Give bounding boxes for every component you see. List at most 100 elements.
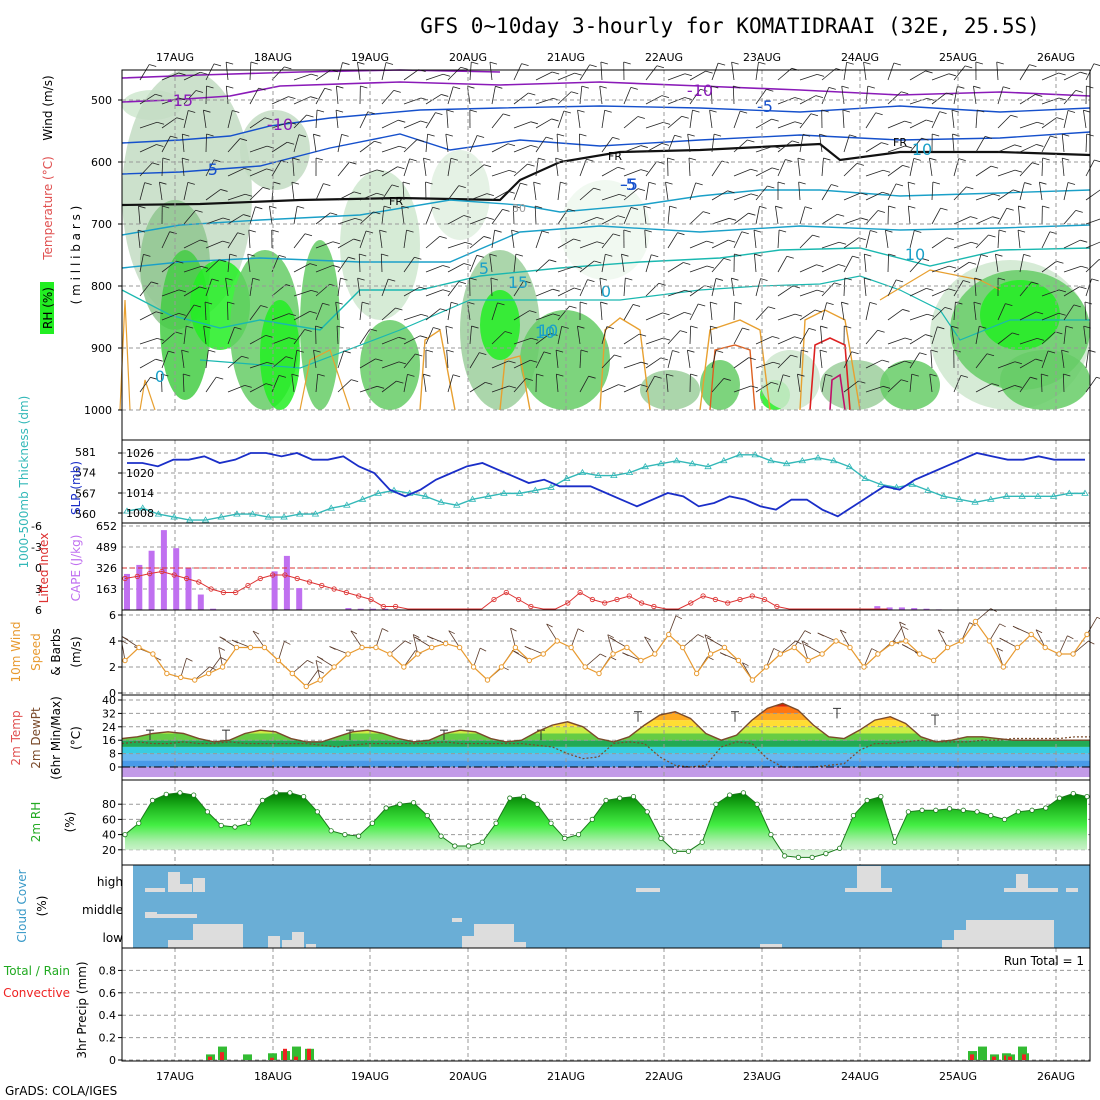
li-point — [356, 593, 362, 599]
contour-label: -5 — [202, 160, 218, 179]
wind-barb-flag — [330, 212, 338, 216]
thickness-point — [971, 498, 979, 505]
wind-barb — [755, 167, 773, 177]
wind-barb-flag — [298, 134, 307, 138]
wind-barb — [777, 121, 796, 129]
wind10m-barb-flag — [1012, 625, 1020, 630]
wind-barb-flag — [914, 230, 922, 233]
wind-barb-flag — [507, 190, 515, 194]
wind10m-barb-flag — [817, 632, 824, 637]
wind10m-barb-flag — [1067, 635, 1074, 640]
cloud-box — [306, 944, 316, 948]
wind10m-barb — [989, 623, 1001, 642]
wind-barb-flag — [816, 289, 825, 293]
wind-barb — [535, 230, 543, 249]
wind-barb — [403, 353, 416, 369]
wind-barb-flag — [313, 349, 321, 353]
wind-barb-flag — [168, 350, 176, 354]
wind-barb — [951, 110, 955, 129]
wind-barb — [403, 120, 421, 129]
wind-barb-flag — [550, 332, 558, 336]
wind-barb — [469, 352, 480, 369]
rh-axis-label: RH (%) — [41, 287, 55, 329]
wind-barb — [799, 289, 818, 297]
wind-barb — [446, 110, 449, 129]
rh-point — [204, 809, 211, 815]
rh-point — [397, 801, 403, 807]
wind-barb — [863, 254, 867, 273]
wind10m-barb-flag — [329, 646, 336, 650]
rh-point — [493, 820, 499, 826]
wind-barb — [819, 134, 823, 153]
wind-barb-flag — [458, 281, 466, 285]
wind-barb-flag — [867, 85, 875, 89]
wind-barb-flag — [535, 205, 543, 209]
wind-barb — [249, 168, 267, 177]
wind-barb-flag — [802, 133, 811, 137]
wind-barb-flag — [599, 85, 607, 89]
rh-blob — [260, 300, 300, 410]
pressure-grid — [122, 70, 1090, 411]
wind-barb-flag — [973, 85, 981, 89]
wind-barb — [403, 374, 408, 393]
wind-barb-flag — [630, 207, 639, 210]
wind-barb — [1041, 135, 1051, 153]
wind-point — [610, 651, 616, 657]
wind-barb — [271, 160, 282, 177]
temp-band — [122, 753, 1090, 761]
wind-barb-flag — [508, 169, 517, 173]
wind-barb-flag — [921, 258, 930, 261]
wind-barb — [359, 358, 376, 369]
wind-barb — [579, 241, 598, 249]
wind-barb — [975, 234, 989, 249]
wind-barb — [161, 350, 169, 369]
wind-barb-flag — [587, 279, 595, 283]
temp-band — [122, 733, 1090, 741]
wind-barb — [997, 144, 1015, 153]
wind-barb — [293, 73, 312, 81]
wind-point — [624, 644, 630, 651]
wind-barb-flag — [772, 145, 781, 149]
wind-barb — [973, 86, 977, 105]
wind-barb — [601, 384, 619, 393]
wind-barb-flag — [618, 384, 626, 388]
wind-barb-flag — [851, 351, 859, 355]
cape-tick: 652 — [96, 520, 117, 533]
wind-barb — [1063, 304, 1075, 321]
wind-barb-flag — [397, 166, 405, 170]
wind-barb-flag — [265, 383, 274, 387]
tick-label: 1008 — [126, 507, 154, 520]
wind-barb-flag — [178, 289, 187, 293]
wind-barb — [731, 278, 735, 297]
wind-barb-flag — [731, 61, 739, 65]
wind-barb-flag — [863, 61, 871, 65]
wind-barb-flag — [882, 191, 890, 195]
wind-barb-flag — [727, 190, 735, 194]
wind10m-barb — [863, 648, 873, 668]
temp-contour — [121, 81, 1091, 103]
wind-barb — [161, 312, 179, 321]
wind-barb-flag — [979, 325, 987, 329]
wind-barb — [667, 350, 673, 369]
wind-barb-flag — [543, 351, 552, 355]
rh-point — [218, 822, 224, 829]
wind-barb-flag — [688, 157, 697, 161]
wind-barb — [513, 359, 531, 369]
wind-barb — [1041, 117, 1057, 129]
li-point — [712, 596, 719, 603]
cape-tick: 326 — [96, 562, 117, 575]
wind-barb-flag — [790, 354, 798, 358]
top-date-21AUG: 21AUG — [547, 51, 585, 64]
wind-barb-flag — [816, 264, 824, 268]
wind-barb — [645, 95, 663, 105]
wind10m-barb-flag — [284, 641, 291, 645]
wind-barb-flag — [864, 253, 872, 257]
wind-barb — [249, 187, 264, 201]
wind-barb-flag — [529, 310, 537, 314]
wind-barb-flag — [600, 301, 608, 305]
wind10m-barb — [546, 623, 558, 642]
li-point — [602, 600, 608, 606]
wind-barb-flag — [932, 133, 940, 137]
wind10m-barb-flag — [899, 621, 906, 626]
